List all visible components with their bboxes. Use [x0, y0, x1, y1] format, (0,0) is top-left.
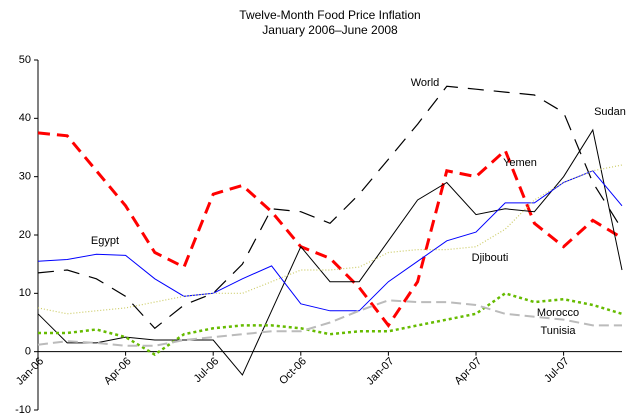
series-line	[38, 291, 623, 357]
chart-subtitle: January 2006–June 2008	[262, 23, 398, 37]
series-line	[37, 164, 623, 315]
series-line	[37, 131, 623, 328]
x-tick-label: Jul-06	[192, 355, 222, 385]
x-tick-label: Jul-07	[542, 355, 572, 385]
series-label: World	[411, 77, 440, 89]
y-tick-label: -10	[15, 404, 31, 415]
series-label: Egypt	[91, 235, 119, 247]
series-line	[37, 170, 623, 312]
x-tick-label: Oct-06	[277, 355, 309, 387]
y-tick-label: 20	[19, 229, 31, 241]
series-label: Tunisia	[540, 325, 576, 337]
y-tick-label: 40	[19, 112, 31, 124]
y-tick-label: 50	[19, 54, 31, 66]
series-line	[37, 85, 623, 330]
y-tick-label: 0	[25, 346, 31, 358]
x-tick-label: Apr-06	[102, 355, 134, 387]
series-label: Sudan	[594, 106, 626, 118]
x-tick-label: Jan-07	[364, 355, 396, 387]
x-tick-label: Apr-07	[452, 355, 484, 387]
y-tick-label: 30	[19, 171, 31, 183]
series-line	[37, 299, 622, 347]
y-tick-label: 10	[19, 287, 31, 299]
series-line	[37, 128, 623, 376]
series-label: Yemen	[503, 157, 537, 169]
series-label: Djibouti	[472, 252, 509, 264]
x-tick-label: Jan-06	[14, 355, 46, 387]
series-label: Morocco	[537, 307, 579, 319]
chart-title: Twelve-Month Food Price Inflation	[239, 8, 420, 22]
